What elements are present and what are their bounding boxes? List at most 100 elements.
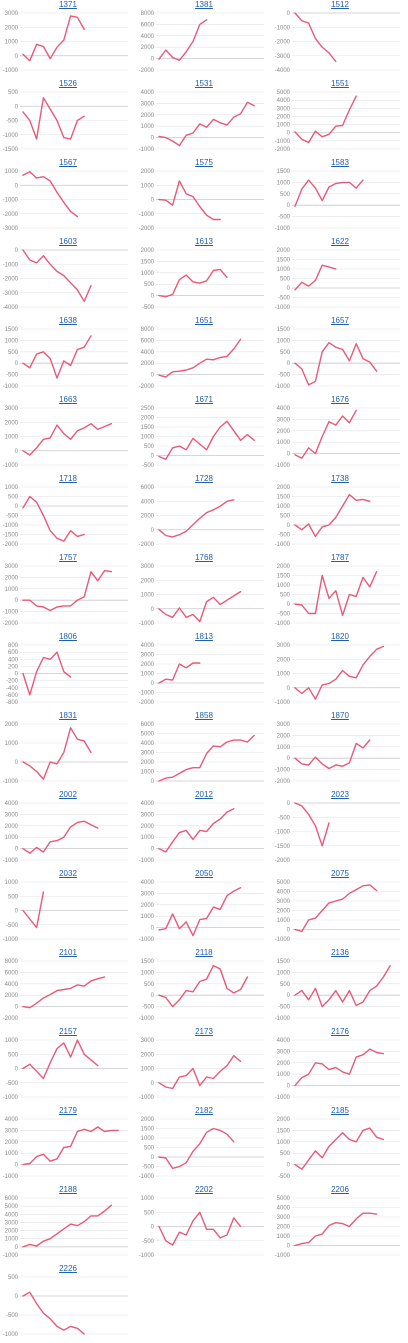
y-tick-label: 3000: [277, 1049, 291, 1055]
chart-title-link[interactable]: 1718: [59, 474, 77, 483]
y-tick-label: -1000: [3, 1332, 19, 1338]
y-tick-label: 4000: [141, 741, 155, 747]
y-tick-label: -3000: [3, 226, 19, 232]
chart-title-link[interactable]: 1575: [195, 158, 213, 167]
y-tick-label: 2000: [141, 361, 155, 367]
chart-title-link[interactable]: 1663: [59, 395, 77, 404]
chart-title-link[interactable]: 2002: [59, 790, 77, 799]
chart-title-link[interactable]: 1657: [331, 316, 349, 325]
chart-title-link[interactable]: 2176: [331, 1027, 349, 1036]
chart-title-link[interactable]: 1870: [331, 711, 349, 720]
y-tick-label: 0: [151, 993, 155, 999]
y-tick-label: -1000: [139, 147, 155, 153]
chart-title-link[interactable]: 1671: [195, 395, 213, 404]
chart-title-link[interactable]: 1638: [59, 316, 77, 325]
chart-title-link[interactable]: 2202: [195, 1185, 213, 1194]
chart-title-link[interactable]: 2023: [331, 790, 349, 799]
y-tick-label: -1000: [3, 1253, 19, 1259]
chart-title-link[interactable]: 2118: [195, 948, 213, 957]
chart-title-link[interactable]: 1381: [195, 0, 213, 9]
chart-title-link[interactable]: 1806: [59, 632, 77, 641]
series-line: [294, 964, 391, 1008]
chart-title-link[interactable]: 2179: [59, 1106, 77, 1115]
chart-title-link[interactable]: 1728: [195, 474, 213, 483]
chart-title-link[interactable]: 1787: [331, 553, 349, 562]
chart-title-link[interactable]: 2185: [331, 1106, 349, 1115]
chart-panel-1728: 1728 -2000 0 2000 4000 6000: [136, 474, 272, 553]
chart-title-link[interactable]: 1768: [195, 553, 213, 562]
chart-title-link[interactable]: 1622: [331, 237, 349, 246]
y-tick-label: -1000: [139, 937, 155, 943]
chart-title-link[interactable]: 2101: [59, 948, 77, 957]
chart-title-link[interactable]: 1651: [195, 316, 213, 325]
chart-title-link[interactable]: 1831: [59, 711, 77, 720]
y-tick-label: 2000: [141, 760, 155, 766]
chart-title-link[interactable]: 1551: [331, 79, 349, 88]
line-chart-2136: -1000 -500 0 500 1000 1500: [275, 959, 400, 1022]
chart-title-link[interactable]: 2075: [331, 869, 349, 878]
chart-title-link[interactable]: 2182: [195, 1106, 213, 1115]
y-tick-label: 0: [151, 136, 155, 142]
y-tick-label: -1000: [275, 139, 291, 145]
chart-title-link[interactable]: 1583: [331, 158, 349, 167]
y-tick-label: 0: [151, 1225, 155, 1231]
chart-title-link[interactable]: 2136: [331, 948, 349, 957]
chart-title-link[interactable]: 2173: [195, 1027, 213, 1036]
y-tick-label: 4000: [5, 1212, 19, 1218]
chart-title-link[interactable]: 1603: [59, 237, 77, 246]
series-line: [158, 420, 255, 460]
line-chart-1603: -4000 -3000 -2000 -1000 0: [3, 248, 128, 311]
y-tick-label: 2000: [141, 169, 155, 175]
chart-panel-1671: 1671 -500 0 500 1000 1500 2000 2500: [136, 395, 272, 474]
y-tick-label: -500: [278, 296, 291, 302]
chart-title-link[interactable]: 2188: [59, 1185, 77, 1194]
y-tick-label: 5000: [141, 732, 155, 738]
chart-panel-1371: 1371 -1000 0 1000 2000 3000: [0, 0, 136, 79]
y-tick-label: 0: [151, 847, 155, 853]
chart-title-link[interactable]: 1738: [331, 474, 349, 483]
chart-title-link[interactable]: 1676: [331, 395, 349, 404]
line-chart-1638: -1000 -500 0 500 1000 1500: [3, 327, 128, 390]
chart-title-link[interactable]: 1371: [59, 0, 77, 9]
y-tick-label: 6000: [141, 722, 155, 728]
chart-title-link[interactable]: 1531: [195, 79, 213, 88]
chart-panel-1567: 1567 -3000 -2000 -1000 0 1000: [0, 158, 136, 237]
chart-title-link[interactable]: 1613: [195, 237, 213, 246]
chart-title-link[interactable]: 1567: [59, 158, 77, 167]
y-tick-label: -500: [278, 215, 291, 221]
y-tick-label: 6000: [5, 1196, 19, 1202]
chart-title-link[interactable]: 1526: [59, 79, 77, 88]
y-tick-label: 0: [15, 909, 19, 915]
chart-title-link[interactable]: 2157: [59, 1027, 77, 1036]
chart-title-link[interactable]: 2050: [195, 869, 213, 878]
y-tick-label: 1000: [5, 587, 19, 593]
chart-title-link[interactable]: 1820: [331, 632, 349, 641]
y-tick-label: 0: [151, 528, 155, 534]
line-chart-1738: -1000 -500 0 500 1000 1500 2000: [275, 485, 400, 548]
y-tick-label: -1000: [275, 25, 291, 31]
y-tick-label: 4000: [5, 801, 19, 807]
y-tick-label: 8000: [5, 959, 19, 965]
chart-title-link[interactable]: 2032: [59, 869, 77, 878]
line-chart-1526: -1500 -1000 -500 0 500: [3, 90, 128, 153]
y-tick-label: 0: [15, 54, 19, 60]
chart-title-link[interactable]: 1858: [195, 711, 213, 720]
chart-title-link[interactable]: 2206: [331, 1185, 349, 1194]
y-tick-label: -500: [278, 612, 291, 618]
chart-title-link[interactable]: 2012: [195, 790, 213, 799]
chart-title-link[interactable]: 1757: [59, 553, 77, 562]
series-line: [22, 423, 113, 456]
y-tick-label: -2000: [275, 779, 291, 785]
y-tick-label: 0: [151, 373, 155, 379]
chart-panel-2173: 2173 -1000 0 1000 2000 3000: [136, 1027, 272, 1106]
chart-panel-1575: 1575 -2000 -1000 0 1000 2000: [136, 158, 272, 237]
chart-panel-2202: 2202 -1000 -500 0 500 1000: [136, 1185, 272, 1264]
y-tick-label: 0: [287, 801, 291, 807]
y-tick-label: 1000: [5, 1237, 19, 1243]
y-tick-label: 500: [8, 1275, 19, 1281]
series-line: [294, 570, 378, 617]
chart-title-link[interactable]: 1813: [195, 632, 213, 641]
line-chart-2202: -1000 -500 0 500 1000: [139, 1196, 264, 1259]
chart-title-link[interactable]: 2226: [59, 1264, 77, 1273]
chart-title-link[interactable]: 1512: [331, 0, 349, 9]
